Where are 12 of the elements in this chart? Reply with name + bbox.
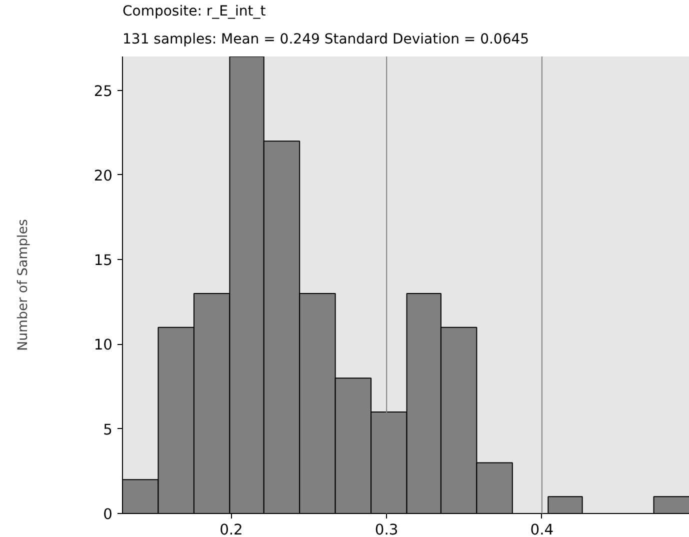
y-tick-label: 15 bbox=[94, 252, 113, 270]
y-tick-label: 0 bbox=[103, 506, 113, 523]
chart-title: Composite: r_E_int_t bbox=[122, 4, 266, 20]
y-tick-label: 20 bbox=[94, 167, 113, 184]
y-tick-label: 5 bbox=[103, 421, 113, 438]
y-tick-label: 10 bbox=[94, 336, 113, 354]
x-tick-label: 0.2 bbox=[220, 522, 243, 537]
y-axis-title: Number of Samples bbox=[16, 219, 31, 351]
x-tick-label: 0.4 bbox=[530, 522, 554, 537]
y-tick-label: 25 bbox=[94, 82, 113, 100]
x-tick-label: 0.3 bbox=[374, 522, 398, 537]
chart-subtitle: 131 samples: Mean = 0.249 Standard Deviation = 0.0645 bbox=[122, 32, 530, 48]
